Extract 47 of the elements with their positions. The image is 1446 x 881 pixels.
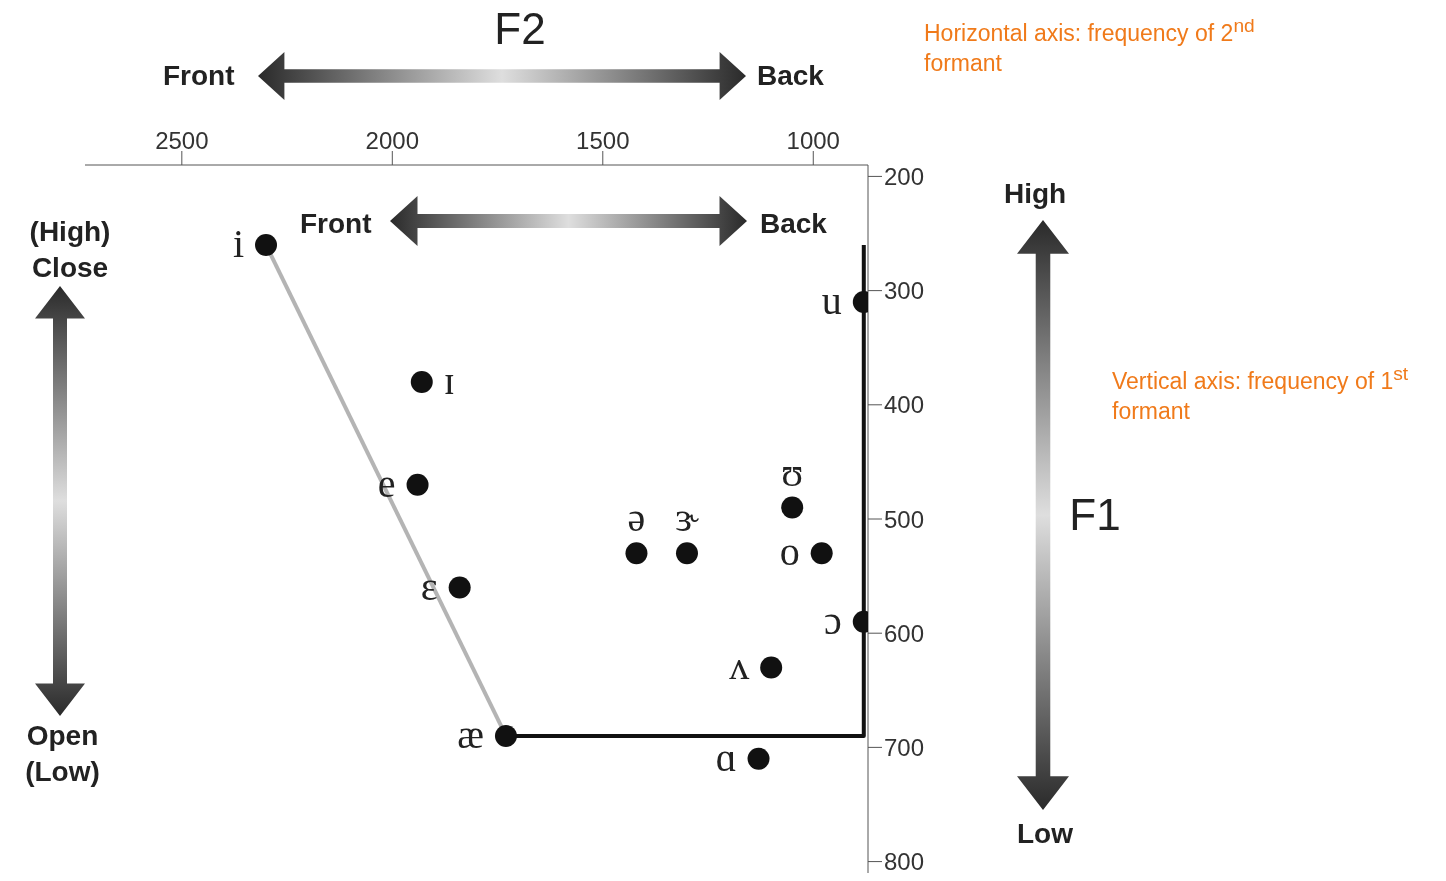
annotation: (High) Close	[28, 215, 112, 286]
point	[747, 747, 770, 770]
series-label: ɑ	[715, 734, 737, 780]
point	[675, 542, 698, 565]
x-axis-title: F2	[493, 4, 547, 54]
series-label: ɝ	[675, 495, 700, 541]
series-label: ɔ	[824, 597, 842, 643]
series-label: ʌ	[729, 643, 750, 689]
text: Back	[757, 59, 824, 93]
series-label: ɛ	[420, 563, 438, 609]
y-tick-label: 400	[884, 391, 925, 419]
y-tick-label: 700	[884, 733, 925, 761]
series-label: ʊ	[781, 449, 804, 495]
text: Vertical axis: frequency of 1$^{st}$ formant	[1112, 363, 1409, 424]
y-tick-label: 600	[884, 619, 925, 647]
y-axis-title: F1	[1068, 490, 1122, 540]
y-tick-label: 200	[884, 162, 925, 190]
text: High	[1004, 177, 1067, 211]
point	[406, 473, 429, 496]
series-label: o	[779, 529, 800, 575]
annotation: Back	[760, 207, 827, 241]
text: Horizontal axis: frequency of 2$^{nd}$ formant	[924, 15, 1255, 76]
point	[760, 656, 783, 679]
series-label: ə	[627, 495, 646, 541]
x-tick-label: 2000	[365, 127, 419, 154]
text: Low	[1017, 817, 1073, 851]
series-label: ɪ	[443, 357, 455, 403]
point	[625, 542, 648, 565]
text: Front	[163, 59, 235, 93]
y-tick-label: 800	[884, 848, 925, 876]
series-label: e	[377, 460, 396, 506]
y-tick-label: 500	[884, 505, 925, 533]
point	[810, 542, 833, 565]
point	[781, 496, 804, 519]
point	[410, 370, 433, 393]
x-tick-label: 2500	[155, 127, 209, 154]
point	[255, 233, 278, 256]
annotation: Front	[300, 207, 372, 241]
point	[448, 576, 471, 599]
point	[494, 724, 517, 747]
series-label: i	[232, 220, 245, 266]
annotation: Open (Low)	[24, 719, 101, 790]
x-tick-label: 1500	[576, 127, 630, 154]
y-tick-label: 300	[884, 277, 925, 305]
x-tick-label: 1000	[786, 127, 840, 154]
series-label: u	[821, 278, 842, 324]
series-label: æ	[457, 711, 484, 757]
